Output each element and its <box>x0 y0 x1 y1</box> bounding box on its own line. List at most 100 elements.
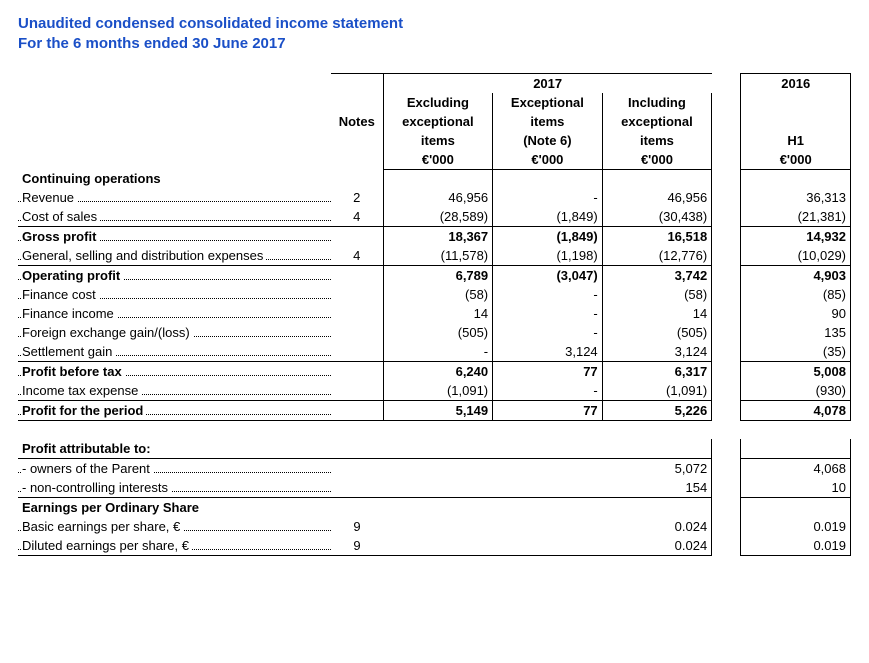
incl-profit: 5,226 <box>602 401 712 421</box>
row-fincost: Finance cost (58) - (58) (85) <box>18 285 851 304</box>
exc-gsd: (1,198) <box>493 246 603 266</box>
label-cos: Cost of sales <box>22 209 100 224</box>
row-gross: Gross profit 18,367 (1,849) 16,518 14,93… <box>18 227 851 247</box>
header-2017: 2017 <box>383 73 712 93</box>
label-settle: Settlement gain <box>22 344 115 359</box>
label-fx: Foreign exchange gain/(loss) <box>22 325 193 340</box>
incl-fx: (505) <box>602 323 712 342</box>
h1-cos: (21,381) <box>741 207 851 227</box>
header-notes: Notes <box>331 73 383 169</box>
excl-settle: - <box>383 342 493 362</box>
title-line-1: Unaudited condensed consolidated income … <box>18 15 403 32</box>
row-gsd: General, selling and distribution expens… <box>18 246 851 266</box>
hdr-excl-3: items <box>383 131 493 150</box>
h1-nci: 10 <box>741 478 851 498</box>
h1-tax: (930) <box>741 381 851 401</box>
label-tax: Income tax expense <box>22 383 141 398</box>
row-nci: - non-controlling interests 154 10 <box>18 478 851 498</box>
incl-nci: 154 <box>602 478 712 498</box>
hdr-excl-2: exceptional <box>383 112 493 131</box>
incl-tax: (1,091) <box>602 381 712 401</box>
label-owners: - owners of the Parent <box>22 461 153 476</box>
h1-gross: 14,932 <box>741 227 851 247</box>
label-pbt: Profit before tax <box>22 364 125 379</box>
hdr-excl-1: Excluding <box>383 93 493 112</box>
excl-opprofit: 6,789 <box>383 266 493 286</box>
row-deps: Diluted earnings per share, € 9 0.024 0.… <box>18 536 851 556</box>
incl-cos: (30,438) <box>602 207 712 227</box>
label-profit: Profit for the period <box>22 403 146 418</box>
h1-owners: 4,068 <box>741 459 851 479</box>
incl-fincost: (58) <box>602 285 712 304</box>
hdr-incl-2: exceptional <box>602 112 712 131</box>
exc-fincost: - <box>493 285 603 304</box>
incl-pbt: 6,317 <box>602 362 712 382</box>
h1-opprofit: 4,903 <box>741 266 851 286</box>
row-fx: Foreign exchange gain/(loss) (505) - (50… <box>18 323 851 342</box>
exc-pbt: 77 <box>493 362 603 382</box>
hdr-exc-2: items <box>493 112 603 131</box>
excl-cos: (28,589) <box>383 207 493 227</box>
excl-gsd: (11,578) <box>383 246 493 266</box>
h1-beps: 0.019 <box>741 517 851 536</box>
incl-gross: 16,518 <box>602 227 712 247</box>
incl-deps: 0.024 <box>602 536 712 556</box>
incl-owners: 5,072 <box>602 459 712 479</box>
label-deps: Diluted earnings per share, € <box>22 538 192 553</box>
exc-settle: 3,124 <box>493 342 603 362</box>
incl-gsd: (12,776) <box>602 246 712 266</box>
hdr-unit-3: €'000 <box>602 150 712 170</box>
label-opprofit: Operating profit <box>22 268 123 283</box>
label-nci: - non-controlling interests <box>22 480 171 495</box>
label-beps: Basic earnings per share, € <box>22 519 183 534</box>
row-profit: Profit for the period 5,149 77 5,226 4,0… <box>18 401 851 421</box>
section-eps: Earnings per Ordinary Share <box>18 498 331 518</box>
excl-tax: (1,091) <box>383 381 493 401</box>
incl-fininc: 14 <box>602 304 712 323</box>
h1-pbt: 5,008 <box>741 362 851 382</box>
note-beps: 9 <box>331 517 383 536</box>
hdr-incl-1: Including <box>602 93 712 112</box>
income-statement-table: Notes 2017 2016 Excluding Exceptional In… <box>18 73 851 557</box>
exc-gross: (1,849) <box>493 227 603 247</box>
label-gross: Gross profit <box>22 229 99 244</box>
row-beps: Basic earnings per share, € 9 0.024 0.01… <box>18 517 851 536</box>
exc-fx: - <box>493 323 603 342</box>
note-deps: 9 <box>331 536 383 556</box>
incl-opprofit: 3,742 <box>602 266 712 286</box>
row-revenue: Revenue 2 46,956 - 46,956 36,313 <box>18 188 851 207</box>
row-cos: Cost of sales 4 (28,589) (1,849) (30,438… <box>18 207 851 227</box>
label-revenue: Revenue <box>22 190 77 205</box>
row-opprofit: Operating profit 6,789 (3,047) 3,742 4,9… <box>18 266 851 286</box>
label-fininc: Finance income <box>22 306 117 321</box>
incl-revenue: 46,956 <box>602 188 712 207</box>
exc-opprofit: (3,047) <box>493 266 603 286</box>
hdr-h1: H1 <box>741 131 851 150</box>
label-fincost: Finance cost <box>22 287 99 302</box>
row-owners: - owners of the Parent 5,072 4,068 <box>18 459 851 479</box>
incl-beps: 0.024 <box>602 517 712 536</box>
row-tax: Income tax expense (1,091) - (1,091) (93… <box>18 381 851 401</box>
h1-fx: 135 <box>741 323 851 342</box>
excl-fx: (505) <box>383 323 493 342</box>
excl-profit: 5,149 <box>383 401 493 421</box>
note-cos: 4 <box>331 207 383 227</box>
row-fininc: Finance income 14 - 14 90 <box>18 304 851 323</box>
hdr-exc-3: (Note 6) <box>493 131 603 150</box>
title-line-2: For the 6 months ended 30 June 2017 <box>18 35 286 52</box>
h1-gsd: (10,029) <box>741 246 851 266</box>
exc-tax: - <box>493 381 603 401</box>
note-gsd: 4 <box>331 246 383 266</box>
note-revenue: 2 <box>331 188 383 207</box>
hdr-exc-1: Exceptional <box>493 93 603 112</box>
hdr-unit-4: €'000 <box>741 150 851 170</box>
row-pbt: Profit before tax 6,240 77 6,317 5,008 <box>18 362 851 382</box>
excl-pbt: 6,240 <box>383 362 493 382</box>
h1-deps: 0.019 <box>741 536 851 556</box>
label-gsd: General, selling and distribution expens… <box>22 248 266 263</box>
exc-revenue: - <box>493 188 603 207</box>
section-continuing: Continuing operations <box>18 169 331 188</box>
excl-fincost: (58) <box>383 285 493 304</box>
hdr-unit-1: €'000 <box>383 150 493 170</box>
h1-fincost: (85) <box>741 285 851 304</box>
